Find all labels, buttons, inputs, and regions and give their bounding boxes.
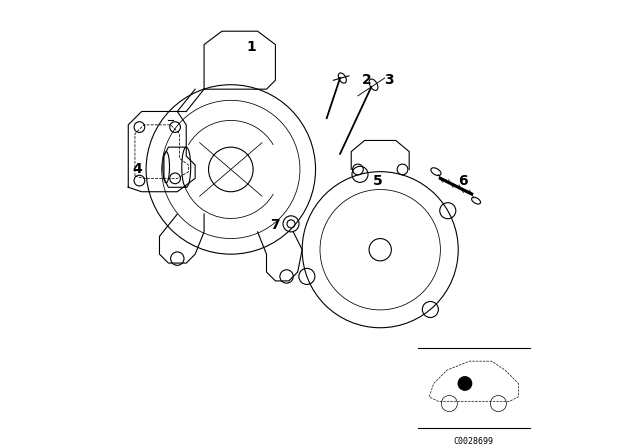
Text: 6: 6: [458, 173, 467, 188]
Text: C0028699: C0028699: [454, 437, 494, 446]
Text: 3: 3: [384, 73, 394, 87]
Text: 7: 7: [271, 218, 280, 232]
Text: 2: 2: [362, 73, 372, 87]
Text: 5: 5: [373, 173, 383, 188]
Text: 4: 4: [132, 163, 142, 177]
Text: 1: 1: [246, 40, 256, 54]
Circle shape: [458, 377, 472, 390]
